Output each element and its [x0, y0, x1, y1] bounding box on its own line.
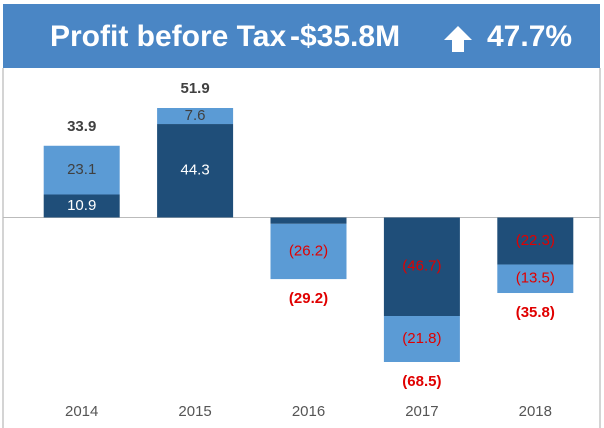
total-label: 51.9	[180, 80, 209, 97]
bar-segment	[497, 217, 574, 265]
value-label: (26.2)	[289, 242, 328, 259]
header-title: Profit before Tax	[50, 20, 286, 53]
header-change: 47.7%	[487, 20, 572, 53]
bar-segment	[270, 223, 347, 280]
total-label: 33.9	[67, 118, 96, 135]
bar-segment	[497, 264, 574, 294]
value-label: 44.3	[180, 162, 209, 179]
bar-segment	[43, 194, 120, 218]
x-tick-label: 2016	[292, 403, 325, 420]
value-label: (13.5)	[516, 270, 555, 287]
bar-segment	[383, 316, 460, 362]
x-tick-label: 2014	[65, 403, 98, 420]
bar-segment	[270, 217, 347, 224]
value-label: 23.1	[67, 161, 96, 178]
value-label: 7.6	[185, 107, 206, 124]
header-bar	[3, 4, 600, 68]
value-label: (21.8)	[402, 330, 441, 347]
bar-segment	[157, 108, 234, 125]
x-tick-label: 2015	[178, 403, 211, 420]
value-label: (22.3)	[516, 232, 555, 249]
bar-segment	[383, 217, 460, 317]
bar-segment	[43, 145, 120, 195]
value-label: (46.7)	[402, 258, 441, 275]
total-label: (29.2)	[289, 290, 328, 307]
up-arrow-icon	[444, 26, 472, 52]
bar-segment	[157, 124, 234, 218]
header-value: -$35.8M	[290, 20, 400, 53]
value-label: 10.9	[67, 197, 96, 214]
total-label: (68.5)	[402, 373, 441, 390]
x-tick-label: 2018	[519, 403, 552, 420]
total-label: (35.8)	[516, 304, 555, 321]
x-tick-label: 2017	[405, 403, 438, 420]
